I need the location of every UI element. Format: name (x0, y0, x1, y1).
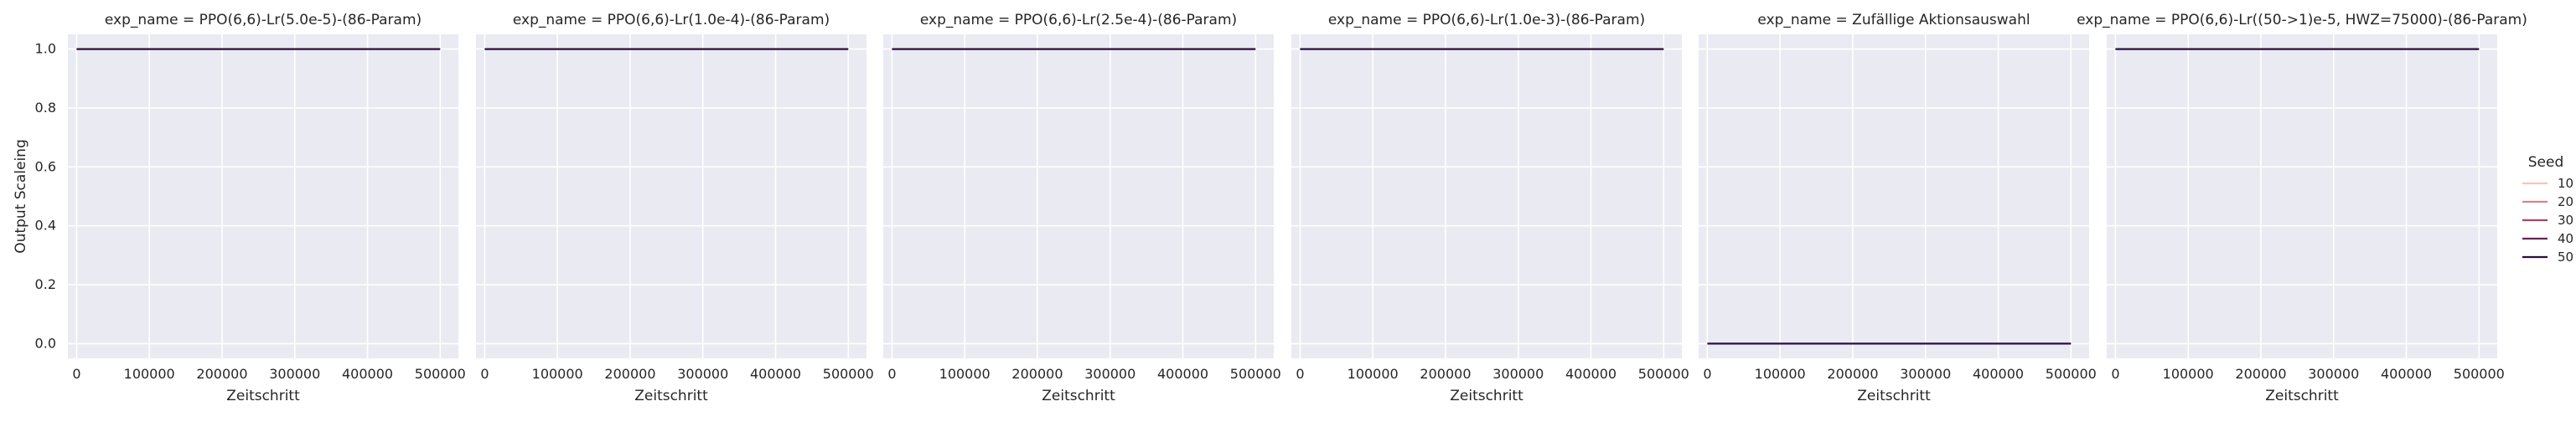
y-tick-label: 0.6 (35, 158, 56, 174)
panel-title: exp_name = PPO(6,6)-Lr(1.0e-4)-(86-Param… (513, 12, 830, 28)
x-tick-label: 100000 (2163, 366, 2214, 382)
x-tick-label: 0 (887, 366, 896, 382)
plot-area (68, 34, 458, 358)
x-tick-label: 100000 (1755, 366, 1806, 382)
x-axis-label: Zeitschritt (226, 388, 300, 404)
y-axis-label: Output Scaleing (13, 139, 29, 253)
x-tick-label: 300000 (677, 366, 728, 382)
x-tick-label: 100000 (939, 366, 991, 382)
facet-panel-3: 0 100000 200000 300000 400000 500000 Zeitschri… (883, 12, 1281, 404)
x-tick-label: 100000 (532, 366, 583, 382)
facet-panel-4: 0 100000 200000 300000 400000 500000 Zeitschri… (1291, 12, 1689, 404)
x-tick-label: 400000 (1565, 366, 1616, 382)
plot-area (2107, 34, 2497, 358)
panel-title: exp_name = PPO(6,6)-Lr(1.0e-3)-(86-Param… (1328, 12, 1645, 28)
facet-panel-6: 0 100000 200000 300000 400000 500000 Zeitschri… (2077, 12, 2527, 404)
x-tick-label: 400000 (342, 366, 393, 382)
plot-area (883, 34, 1274, 358)
x-tick-label: 500000 (1230, 366, 1281, 382)
x-tick-label: 200000 (1011, 366, 1063, 382)
x-axis-label: Zeitschritt (1042, 388, 1115, 404)
x-tick-label: 400000 (750, 366, 801, 382)
legend: Seed 10 20 30 40 50 (2522, 154, 2573, 265)
x-tick-label: 300000 (1900, 366, 1951, 382)
facet-panel-5: 0 100000 200000 300000 400000 500000 Zeitschri… (1699, 12, 2097, 404)
x-tick-label: 500000 (415, 366, 466, 382)
panel-title: exp_name = PPO(6,6)-Lr(5.0e-5)-(86-Param… (105, 12, 422, 28)
x-tick-label: 300000 (1492, 366, 1544, 382)
x-axis-label: Zeitschritt (1857, 388, 1931, 404)
x-axis-label: Zeitschritt (634, 388, 708, 404)
y-tick-label: 0.2 (35, 276, 56, 292)
x-tick-label: 400000 (1157, 366, 1208, 382)
x-tick-label: 200000 (604, 366, 655, 382)
x-axis-label: Zeitschritt (1450, 388, 1523, 404)
x-tick-label: 300000 (269, 366, 320, 382)
legend-label-seed-40: 40 (2558, 231, 2573, 246)
panel-title: exp_name = Zufällige Aktionsauswahl (1757, 12, 2030, 28)
x-tick-label: 500000 (2454, 366, 2505, 382)
panel-title: exp_name = PPO(6,6)-Lr(2.5e-4)-(86-Param… (920, 12, 1237, 28)
y-tick-label: 0.4 (35, 218, 56, 234)
x-tick-label: 0 (480, 366, 489, 382)
plot-area (1291, 34, 1682, 358)
y-tick-label: 0.8 (35, 100, 56, 116)
x-tick-label: 400000 (1973, 366, 2024, 382)
legend-title: Seed (2528, 154, 2564, 171)
x-tick-label: 300000 (1084, 366, 1135, 382)
x-tick-label: 0 (1296, 366, 1304, 382)
plot-area (1699, 34, 2089, 358)
x-tick-label: 200000 (1827, 366, 1878, 382)
legend-label-seed-30: 30 (2558, 213, 2573, 228)
legend-label-seed-10: 10 (2558, 176, 2573, 191)
x-tick-label: 500000 (823, 366, 874, 382)
legend-label-seed-20: 20 (2558, 194, 2573, 209)
x-tick-label: 200000 (196, 366, 247, 382)
x-tick-label: 0 (2111, 366, 2119, 382)
x-tick-label: 400000 (2381, 366, 2432, 382)
x-tick-label: 0 (72, 366, 80, 382)
panel-title: exp_name = PPO(6,6)-Lr((50->1)e-5, HWZ=7… (2077, 12, 2527, 28)
facet-panel-1: 0 100000 200000 300000 400000 500000 0.0 0.2 0.4… (13, 12, 466, 404)
x-tick-label: 500000 (2046, 366, 2097, 382)
x-tick-label: 300000 (2308, 366, 2359, 382)
x-tick-label: 0 (1703, 366, 1711, 382)
x-tick-label: 200000 (1420, 366, 1471, 382)
x-tick-label: 200000 (2235, 366, 2286, 382)
y-tick-label: 1.0 (35, 41, 56, 57)
x-tick-label: 100000 (1347, 366, 1399, 382)
legend-label-seed-50: 50 (2558, 250, 2573, 265)
facet-panel-2: 0 100000 200000 300000 400000 500000 Zeitschri… (476, 12, 874, 404)
x-axis-label: Zeitschritt (2265, 388, 2339, 404)
x-tick-label: 500000 (1638, 366, 1689, 382)
x-tick-label: 100000 (124, 366, 175, 382)
y-tick-label: 0.0 (35, 335, 56, 351)
plot-area (476, 34, 866, 358)
